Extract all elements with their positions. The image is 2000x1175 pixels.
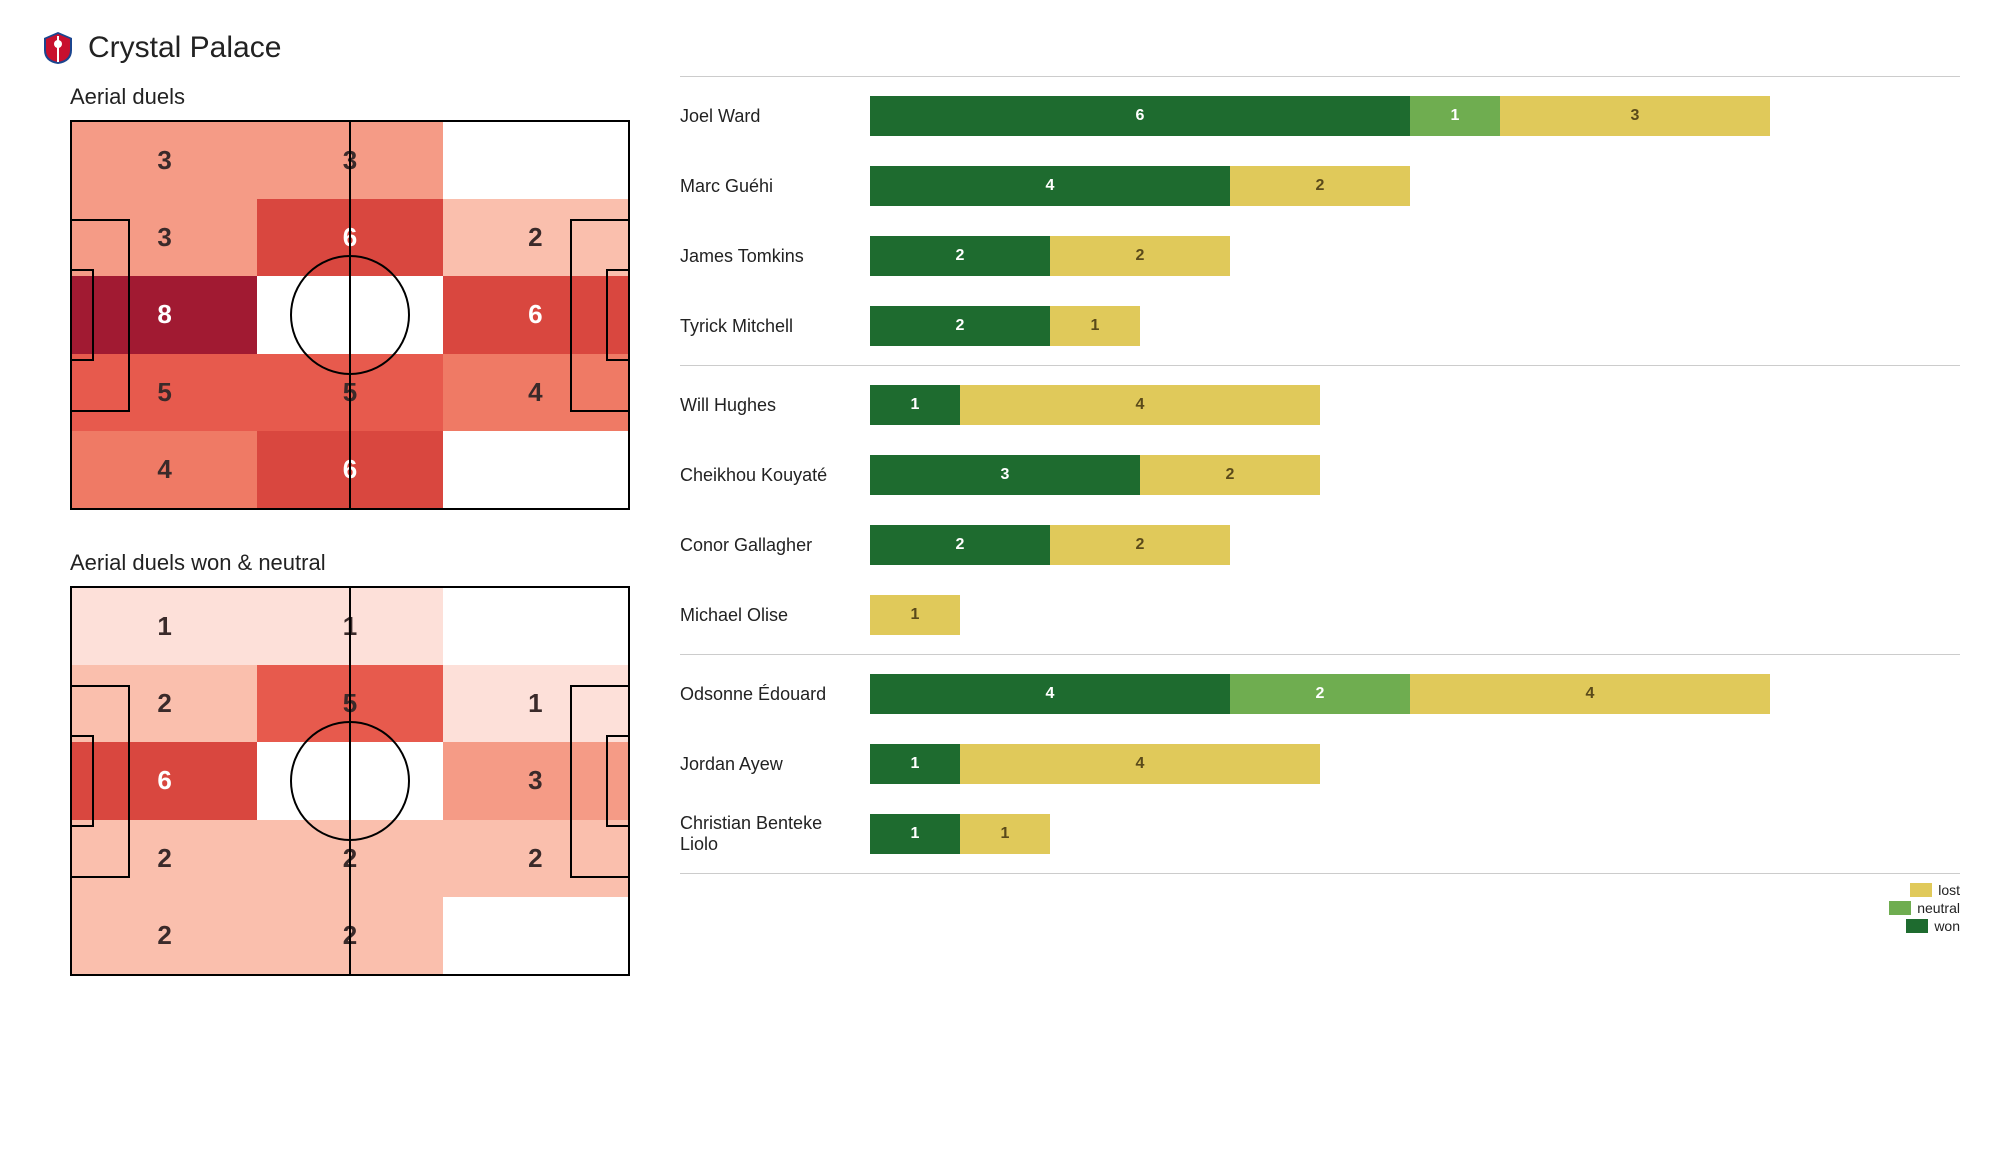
legend: lost neutral won xyxy=(680,882,1960,934)
bar-segment-lost: 1 xyxy=(870,595,960,635)
bar-segment-neutral: 2 xyxy=(1230,674,1410,714)
legend-label: won xyxy=(1934,918,1960,934)
bar-track: 22 xyxy=(870,236,1960,276)
player-row: Odsonne Édouard424 xyxy=(680,659,1960,729)
player-row: Jordan Ayew14 xyxy=(680,729,1960,799)
bar-track: 14 xyxy=(870,744,1960,784)
legend-swatch xyxy=(1910,883,1932,897)
pitch-column: Aerial duels 333628655446 Aerial duels w… xyxy=(40,76,640,1016)
bar-segment-lost: 2 xyxy=(1230,166,1410,206)
player-row: Michael Olise1 xyxy=(680,580,1960,650)
player-row: Marc Guéhi42 xyxy=(680,151,1960,221)
bar-track: 21 xyxy=(870,306,1960,346)
bar-segment-won: 1 xyxy=(870,814,960,854)
bar-segment-won: 6 xyxy=(870,96,1410,136)
team-crest-icon xyxy=(40,30,76,66)
legend-swatch xyxy=(1889,901,1911,915)
bar-segment-won: 1 xyxy=(870,744,960,784)
team-name: Crystal Palace xyxy=(88,31,281,65)
bar-segment-lost: 4 xyxy=(1410,674,1770,714)
heatmap-cell: 1 xyxy=(72,588,257,665)
bar-segment-lost: 2 xyxy=(1140,455,1320,495)
legend-swatch xyxy=(1906,919,1928,933)
bar-track: 42 xyxy=(870,166,1960,206)
player-name: Marc Guéhi xyxy=(680,176,870,197)
player-name: Christian Benteke Liolo xyxy=(680,813,870,855)
bar-segment-won: 2 xyxy=(870,525,1050,565)
heatmap-cell xyxy=(443,897,628,974)
player-row: James Tomkins22 xyxy=(680,221,1960,291)
bar-track: 14 xyxy=(870,385,1960,425)
pitch2-title: Aerial duels won & neutral xyxy=(70,550,640,576)
bar-segment-won: 2 xyxy=(870,236,1050,276)
player-row: Christian Benteke Liolo11 xyxy=(680,799,1960,869)
player-row: Cheikhou Kouyaté32 xyxy=(680,440,1960,510)
bar-track: 22 xyxy=(870,525,1960,565)
bar-segment-won: 4 xyxy=(870,674,1230,714)
legend-item-won: won xyxy=(1906,918,1960,934)
pitch2-wrap: 112516322222 xyxy=(70,586,640,976)
bar-segment-neutral: 1 xyxy=(1410,96,1500,136)
bar-segment-lost: 2 xyxy=(1050,236,1230,276)
bar-segment-lost: 4 xyxy=(960,385,1320,425)
player-name: Jordan Ayew xyxy=(680,754,870,775)
player-name: Joel Ward xyxy=(680,106,870,127)
six-yard-right xyxy=(606,269,628,362)
six-yard-right xyxy=(606,735,628,828)
heatmap-cell: 2 xyxy=(72,897,257,974)
main-layout: Aerial duels 333628655446 Aerial duels w… xyxy=(40,76,1960,1016)
player-name: Conor Gallagher xyxy=(680,535,870,556)
heatmap-cell xyxy=(443,588,628,665)
player-name: Tyrick Mitchell xyxy=(680,316,870,337)
half-line xyxy=(349,588,351,974)
bars-column: Joel Ward613Marc Guéhi42James Tomkins22T… xyxy=(680,76,1960,1016)
bar-group: Joel Ward613Marc Guéhi42James Tomkins22T… xyxy=(680,77,1960,366)
legend-label: neutral xyxy=(1917,900,1960,916)
bar-track: 424 xyxy=(870,674,1960,714)
bar-segment-won: 1 xyxy=(870,385,960,425)
bar-track: 613 xyxy=(870,96,1960,136)
player-row: Joel Ward613 xyxy=(680,81,1960,151)
pitch1: 333628655446 xyxy=(70,120,630,510)
bar-segment-won: 2 xyxy=(870,306,1050,346)
bar-segment-lost: 4 xyxy=(960,744,1320,784)
bar-segment-lost: 1 xyxy=(960,814,1050,854)
header: Crystal Palace xyxy=(40,30,1960,66)
legend-item-lost: lost xyxy=(1910,882,1960,898)
pitch1-title: Aerial duels xyxy=(70,84,640,110)
bar-segment-won: 3 xyxy=(870,455,1140,495)
heatmap-cell: 4 xyxy=(72,431,257,508)
player-row: Tyrick Mitchell21 xyxy=(680,291,1960,361)
heatmap-cell xyxy=(443,122,628,199)
bar-segment-lost: 1 xyxy=(1050,306,1140,346)
bar-group: Will Hughes14Cheikhou Kouyaté32Conor Gal… xyxy=(680,366,1960,655)
bar-track: 11 xyxy=(870,814,1960,854)
half-line xyxy=(349,122,351,508)
pitch1-wrap: 333628655446 xyxy=(70,120,640,510)
six-yard-left xyxy=(72,735,94,828)
player-name: Michael Olise xyxy=(680,605,870,626)
legend-label: lost xyxy=(1938,882,1960,898)
heatmap-cell xyxy=(443,431,628,508)
player-bars: Joel Ward613Marc Guéhi42James Tomkins22T… xyxy=(680,76,1960,874)
bar-segment-won: 4 xyxy=(870,166,1230,206)
bar-track: 1 xyxy=(870,595,1960,635)
pitch2: 112516322222 xyxy=(70,586,630,976)
bar-segment-lost: 2 xyxy=(1050,525,1230,565)
heatmap-cell: 3 xyxy=(72,122,257,199)
bar-group: Odsonne Édouard424Jordan Ayew14Christian… xyxy=(680,655,1960,874)
player-row: Conor Gallagher22 xyxy=(680,510,1960,580)
bar-track: 32 xyxy=(870,455,1960,495)
player-row: Will Hughes14 xyxy=(680,370,1960,440)
six-yard-left xyxy=(72,269,94,362)
player-name: Cheikhou Kouyaté xyxy=(680,465,870,486)
bar-segment-lost: 3 xyxy=(1500,96,1770,136)
player-name: James Tomkins xyxy=(680,246,870,267)
legend-item-neutral: neutral xyxy=(1889,900,1960,916)
player-name: Odsonne Édouard xyxy=(680,684,870,705)
player-name: Will Hughes xyxy=(680,395,870,416)
